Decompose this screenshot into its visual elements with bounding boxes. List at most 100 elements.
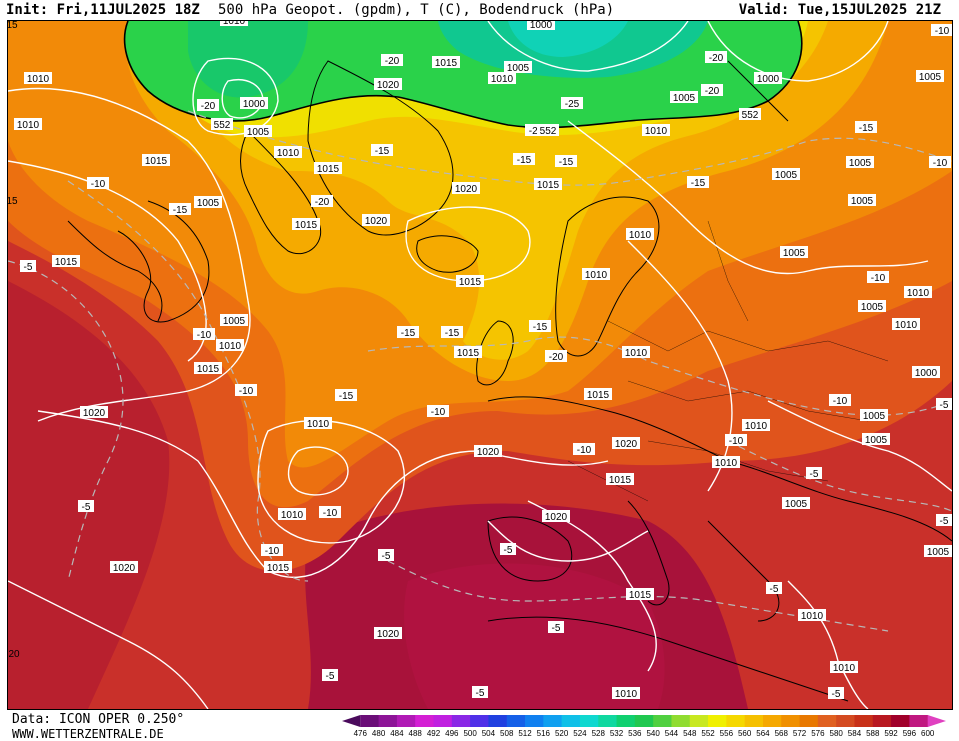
- field-band-588: [8, 281, 170, 709]
- temperature-label-text: -5: [770, 584, 779, 595]
- pressure-label-box: [612, 687, 640, 699]
- pressure-label: 1020: [542, 510, 570, 523]
- pressure-label-box: [904, 286, 932, 298]
- colorbar-tick-label: 568: [775, 729, 789, 738]
- pressure-label-box: [670, 91, 698, 103]
- pressure-label-text: 1015: [629, 590, 652, 601]
- pressure-label: 1005: [772, 168, 800, 181]
- pressure-label: 1005: [244, 125, 272, 138]
- pressure-label: 1000: [527, 21, 555, 31]
- colorbar-tick-label: 572: [793, 729, 807, 738]
- temperature-label-box: [561, 97, 583, 109]
- colorbar-swatches: [342, 715, 946, 727]
- colorbar-swatch: [451, 715, 471, 727]
- colorbar-swatch: [579, 715, 599, 727]
- pressure-label: 1010: [892, 318, 920, 331]
- pressure-label-text: 1000: [530, 21, 553, 31]
- temperature-label-text: -20: [529, 126, 544, 137]
- temperature-label-box: [427, 405, 449, 417]
- coast-italy: [627, 500, 670, 606]
- coast-labrador: [117, 200, 210, 323]
- temperature-label-text: -5: [940, 400, 949, 411]
- temperature-label: -5: [20, 260, 36, 273]
- temperature-labels: -20 -20 -25 -20 -20 -20 -10 -10 -15 -20 -15 -15 -15 -…: [20, 24, 952, 700]
- edge-label-text: 15: [8, 196, 18, 207]
- pressure-label-box: [582, 268, 610, 280]
- colorbar-swatch: [726, 715, 746, 727]
- pressure-label: 1015: [534, 178, 562, 191]
- colorbar-swatch: [561, 715, 581, 727]
- temperature-label-box: [545, 350, 567, 362]
- pressure-label-text: 1005: [197, 198, 220, 209]
- temperature-label-text: -20: [385, 56, 400, 67]
- pressure-label-box: [52, 255, 80, 267]
- pressure-label: 1005: [846, 156, 874, 169]
- colorbar-swatch: [689, 715, 709, 727]
- pressure-label-text: 1010: [219, 341, 242, 352]
- pressure-label: 1010: [220, 21, 248, 27]
- colorbar-swatch: [396, 715, 416, 727]
- temperature-label: -10: [193, 328, 215, 341]
- pressure-label-box: [830, 661, 858, 673]
- pressure-label-text: 1015: [145, 156, 168, 167]
- temperature-label-text: -10: [577, 445, 592, 456]
- pressure-label-box: [848, 194, 876, 206]
- temperature-label-box: [806, 467, 822, 479]
- temperature-label: -5: [936, 514, 952, 527]
- pressure-label: 1010: [830, 661, 858, 674]
- temperature-label-box: [20, 260, 36, 272]
- colorbar-swatch: [616, 715, 636, 727]
- pressure-label-box: [534, 178, 562, 190]
- colorbar-swatch: [525, 715, 544, 727]
- pressure-label-box: [278, 508, 306, 520]
- isobar-1010-west: [8, 87, 251, 422]
- temperature-label-text: -5: [832, 689, 841, 700]
- pressure-label-text: 1005: [865, 435, 888, 446]
- pressure-label: 1010: [798, 609, 826, 622]
- temperature-label: -15: [441, 326, 463, 339]
- pressure-label-box: [612, 437, 640, 449]
- temperature-label-box: [381, 54, 403, 66]
- temperature-label-text: -15: [339, 391, 354, 402]
- valid-time: Valid: Tue,15JUL2025 21Z: [738, 2, 941, 18]
- weather-map-canvas: 1010 1010 1015 1005 1015 1005 1010 1015 1020 1010…: [8, 21, 952, 709]
- temperature-label-text: -10: [431, 407, 446, 418]
- temperature-label: -10: [931, 24, 952, 37]
- pressure-label-box: [892, 318, 920, 330]
- pressure-label-box: [626, 228, 654, 240]
- pressure-label: 1005: [220, 314, 248, 327]
- pressure-label-text: 1010: [281, 510, 304, 521]
- pressure-label-box: [488, 72, 516, 84]
- colorbar-tick-label: 532: [610, 729, 624, 738]
- pressure-label: 1000: [240, 97, 268, 110]
- colorbar-swatch: [909, 715, 929, 727]
- colorbar-ticks: 476 480 484 488 492 496 500 504 508 512 516 520 524 5…: [354, 729, 935, 738]
- pressure-label: 1020: [452, 182, 480, 195]
- temperature-label-box: [371, 144, 393, 156]
- temperature-label-text: -5: [476, 688, 485, 699]
- temperature-label-box: [705, 51, 727, 63]
- temperature-label-box: [513, 153, 535, 165]
- pressure-label: 1010: [488, 72, 516, 85]
- temperature-label-box: [936, 514, 952, 526]
- pressure-label-text: 1010: [907, 288, 930, 299]
- edge-label: 15: [8, 21, 18, 31]
- coast-iceland: [416, 235, 479, 273]
- temperature-label-text: -10: [833, 396, 848, 407]
- pressure-label-text: 1010: [895, 320, 918, 331]
- pressure-label-text: 1000: [915, 368, 938, 379]
- pressure-label-text: 1005: [849, 158, 872, 169]
- temperature-label: -15: [397, 326, 419, 339]
- pressure-label: 1005: [858, 300, 886, 313]
- pressure-label-text: 1010: [223, 21, 246, 27]
- temperature-label-text: -5: [552, 623, 561, 634]
- temperature-label-box: [197, 99, 219, 111]
- temperature-label-box: [335, 389, 357, 401]
- colorbar-swatch: [671, 715, 691, 727]
- pressure-label-text: 1020: [377, 629, 400, 640]
- temperature-label: -15: [371, 144, 393, 157]
- temperature-label: -5: [472, 686, 488, 699]
- pressure-label-box: [240, 97, 268, 109]
- temperature-label: -20: [545, 350, 567, 363]
- temperature-label-text: -15: [445, 328, 460, 339]
